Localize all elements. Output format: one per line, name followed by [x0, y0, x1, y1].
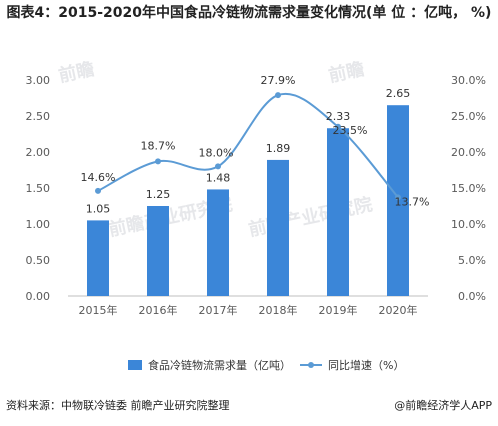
legend-bar-label: 食品冷链物流需求量（亿吨） [148, 358, 291, 372]
y-right-tick-label: 20.0% [451, 146, 486, 159]
line-point [95, 187, 101, 194]
line-series [95, 92, 401, 201]
bar [387, 105, 409, 296]
y-right-tick-label: 5.0% [458, 254, 486, 267]
bar [147, 206, 169, 296]
line-value-label: 27.9% [261, 74, 296, 87]
y-left-tick-label: 0.50 [26, 254, 51, 267]
y-right-tick-label: 30.0% [451, 74, 486, 87]
y-right-tick-label: 25.0% [451, 110, 486, 123]
watermark-text: 前瞻 [326, 58, 366, 87]
bar-value-label: 1.48 [206, 171, 231, 184]
bar-value-label: 2.65 [386, 87, 411, 100]
bar [267, 159, 289, 296]
bar-value-label: 1.05 [86, 202, 111, 215]
y-left-tick-label: 2.00 [26, 146, 51, 159]
x-tick-label: 2019年 [319, 303, 358, 317]
x-tick-label: 2020年 [379, 303, 418, 317]
chart-title: 图表4：2015-2020年中国食品冷链物流需求量变化情况(单 位 ：亿吨， %… [6, 5, 492, 21]
line-value-label: 14.6% [81, 171, 116, 184]
bar [327, 128, 349, 296]
y-left-tick-label: 0.00 [26, 290, 51, 303]
bar [87, 220, 109, 296]
y-left-tick-label: 3.00 [26, 74, 51, 87]
credit-note: @前瞻经济学人APP [394, 399, 492, 412]
legend-line-label: 同比增速（%） [328, 358, 404, 372]
data-labels: 1.05 1.25 1.48 1.89 2.33 2.65 14.6% 18.7% 18.0% 2… [81, 74, 430, 215]
line-point [215, 163, 221, 170]
x-tick-label: 2018年 [259, 303, 298, 317]
bar [207, 189, 229, 296]
source-note: 资料来源：中物联冷链委 前瞻产业研究院整理 [6, 399, 230, 412]
y-right-tick-label: 0.0% [458, 290, 486, 303]
chart-axes: 0.00 0.50 1.00 1.50 2.00 2.50 3.00 0.0% 5.0% 10.0… [26, 74, 487, 317]
bar-series [87, 105, 409, 296]
line-value-label: 13.7% [395, 195, 430, 208]
y-right-tick-label: 10.0% [451, 218, 486, 231]
legend: 食品冷链物流需求量（亿吨） 同比增速（%） [128, 358, 404, 372]
line-value-label: 18.0% [199, 146, 234, 159]
x-tick-label: 2015年 [79, 303, 118, 317]
watermark-text: 前瞻 [56, 58, 96, 87]
line-value-label: 23.5% [333, 124, 368, 137]
line-point [395, 194, 401, 201]
legend-line-marker [308, 362, 314, 368]
line-point [155, 158, 161, 165]
bar-value-label: 1.25 [146, 188, 171, 201]
x-tick-label: 2017年 [199, 303, 238, 317]
y-left-tick-label: 1.00 [26, 218, 51, 231]
line-point [275, 92, 281, 99]
legend-bar-swatch [128, 360, 142, 370]
y-left-tick-label: 1.50 [26, 182, 51, 195]
x-tick-label: 2016年 [139, 303, 178, 317]
line-value-label: 18.7% [141, 139, 176, 152]
line-point [335, 123, 341, 130]
bar-value-label: 2.33 [326, 110, 351, 123]
watermark-text: 前瞻产业研究院 [246, 193, 374, 241]
bar-value-label: 1.89 [266, 142, 291, 155]
y-left-tick-label: 2.50 [26, 110, 51, 123]
y-right-tick-label: 15.0% [451, 182, 486, 195]
